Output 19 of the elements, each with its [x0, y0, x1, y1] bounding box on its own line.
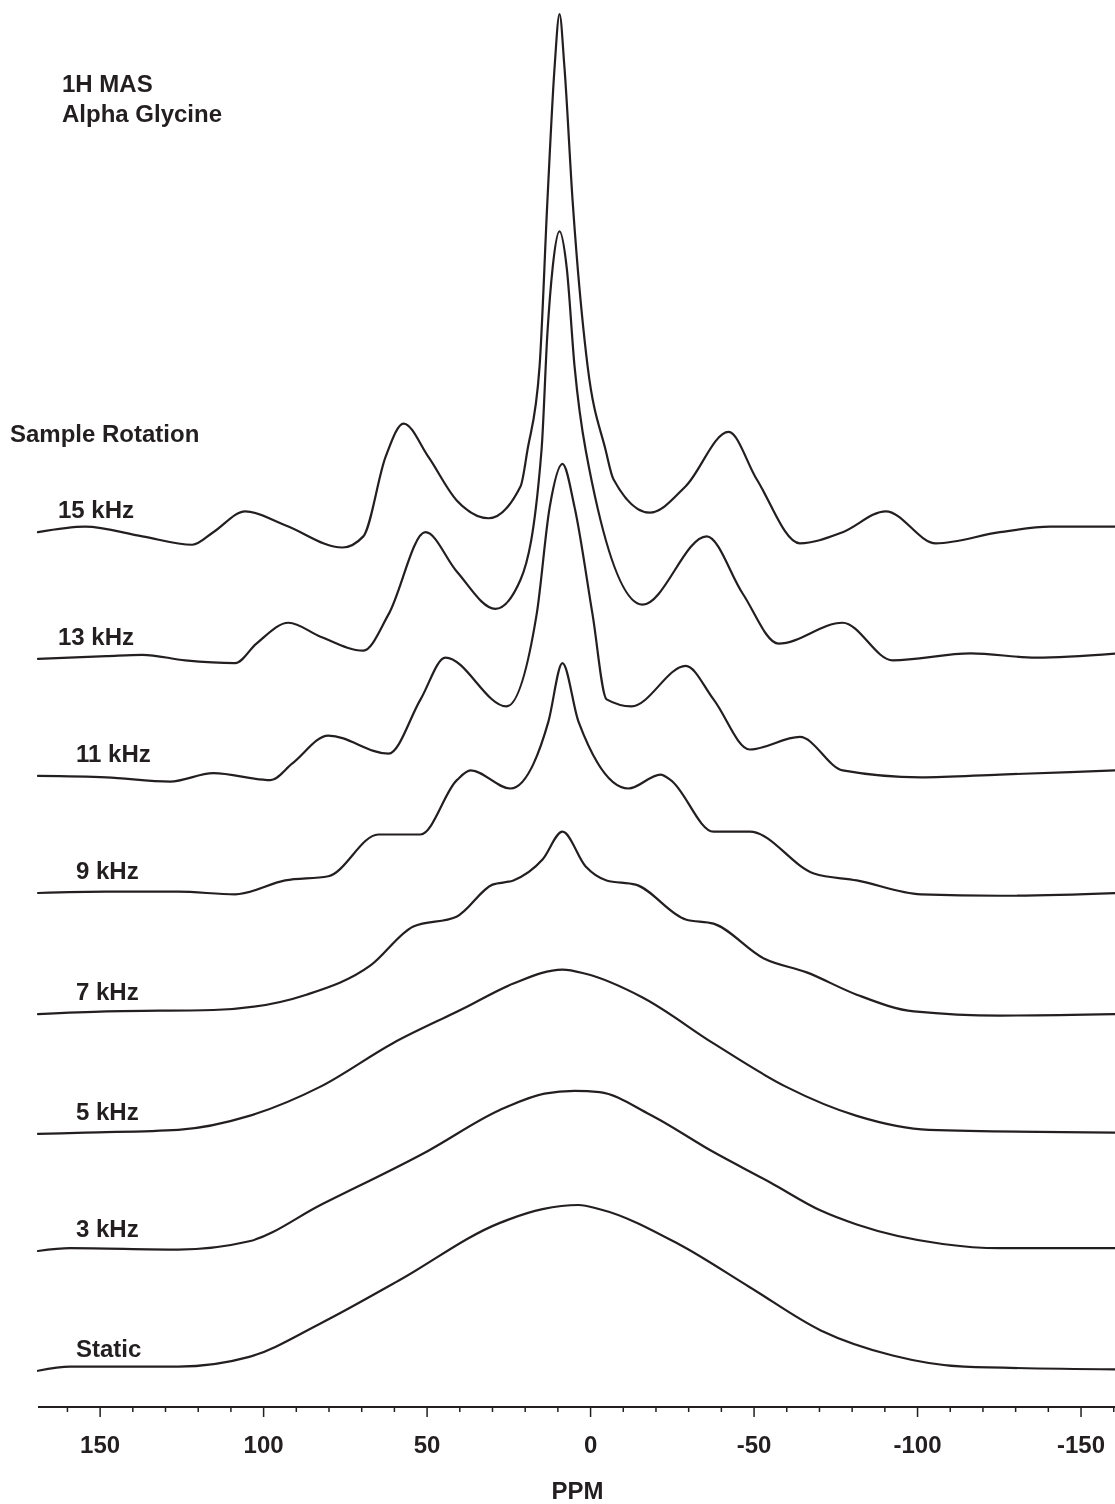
x-tick-label: -150 [1057, 1431, 1106, 1458]
x-tick-label: -50 [736, 1431, 772, 1458]
x-tick-label: 0 [583, 1431, 598, 1458]
series-label: 13 kHz [58, 622, 135, 650]
series-label: 3 kHz [76, 1214, 139, 1242]
series-label: 7 kHz [76, 978, 139, 1006]
series-label: 15 kHz [58, 496, 135, 524]
series-label: 9 kHz [76, 856, 139, 884]
series-label: Static [76, 1334, 142, 1362]
text: Alpha Glycine [62, 100, 223, 127]
series-label: 5 kHz [76, 1097, 139, 1125]
x-tick-label: 150 [80, 1431, 121, 1458]
text: 1H MAS [62, 70, 153, 97]
x-tick-label: 100 [243, 1431, 284, 1458]
x-axis-title: PPM [551, 1477, 604, 1504]
x-tick-label: -100 [893, 1431, 942, 1458]
x-tick-label: 50 [413, 1431, 441, 1458]
series-label: 11 kHz [76, 739, 151, 767]
annotation: Sample Rotation [10, 420, 200, 447]
